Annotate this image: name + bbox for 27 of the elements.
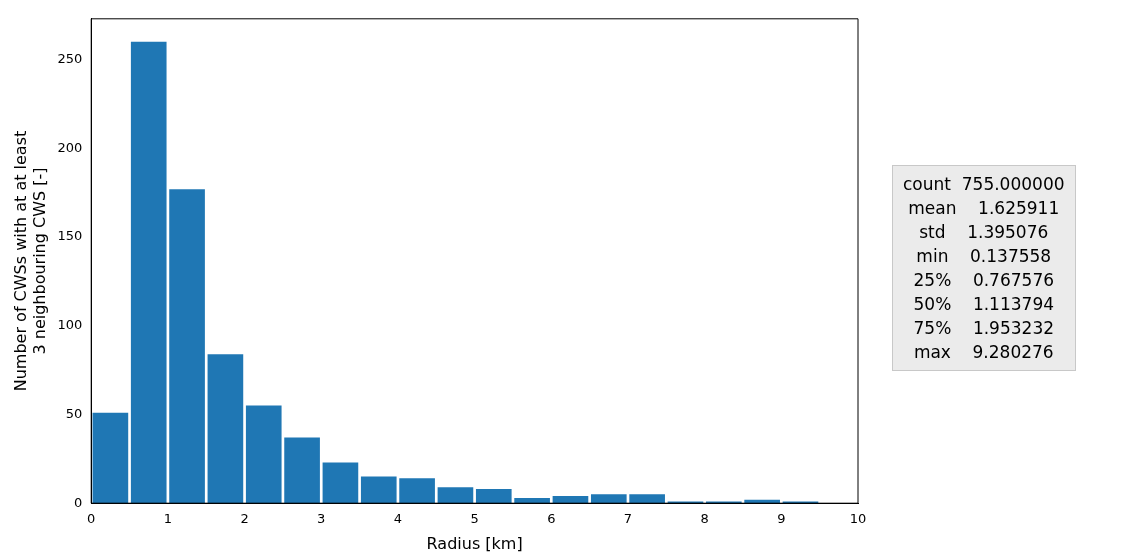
y-tick-label: 50 bbox=[65, 405, 83, 421]
text: min 0.137558 bbox=[915, 245, 1053, 268]
x-tick-label: 10 bbox=[849, 511, 867, 527]
text: std 1.395076 bbox=[918, 221, 1050, 244]
x-tick-label: 3 bbox=[317, 511, 326, 527]
x-axis-title: Radius [km] bbox=[426, 533, 523, 553]
text: count 755.000000 bbox=[903, 173, 1065, 196]
x-tick-label: 8 bbox=[700, 511, 709, 527]
text: max 9.280276 bbox=[912, 341, 1055, 364]
text: 75% 1.953232 bbox=[912, 317, 1055, 340]
x-tick-label: 1 bbox=[163, 511, 173, 527]
text: 25% 0.767576 bbox=[912, 269, 1055, 292]
text: 50% 1.113794 bbox=[912, 293, 1055, 316]
y-tick-label: 250 bbox=[57, 50, 83, 66]
x-tick-label: 5 bbox=[470, 511, 479, 527]
y-tick-label: 100 bbox=[57, 317, 83, 333]
x-tick-label: 0 bbox=[87, 511, 96, 527]
y-tick-label: 150 bbox=[57, 228, 83, 244]
y-tick-label: 200 bbox=[57, 139, 83, 155]
x-tick-label: 2 bbox=[240, 511, 249, 527]
x-tick-label: 4 bbox=[393, 511, 403, 527]
x-tick-label: 6 bbox=[547, 511, 556, 527]
x-tick-label: 9 bbox=[777, 511, 786, 527]
text: mean 1.625911 bbox=[907, 197, 1061, 220]
y-axis-title: Number of CWSs with at at least 3 neighbouring CWS [-] bbox=[10, 130, 49, 392]
y-tick-label: 0 bbox=[73, 494, 83, 510]
x-tick-label: 7 bbox=[623, 511, 633, 527]
